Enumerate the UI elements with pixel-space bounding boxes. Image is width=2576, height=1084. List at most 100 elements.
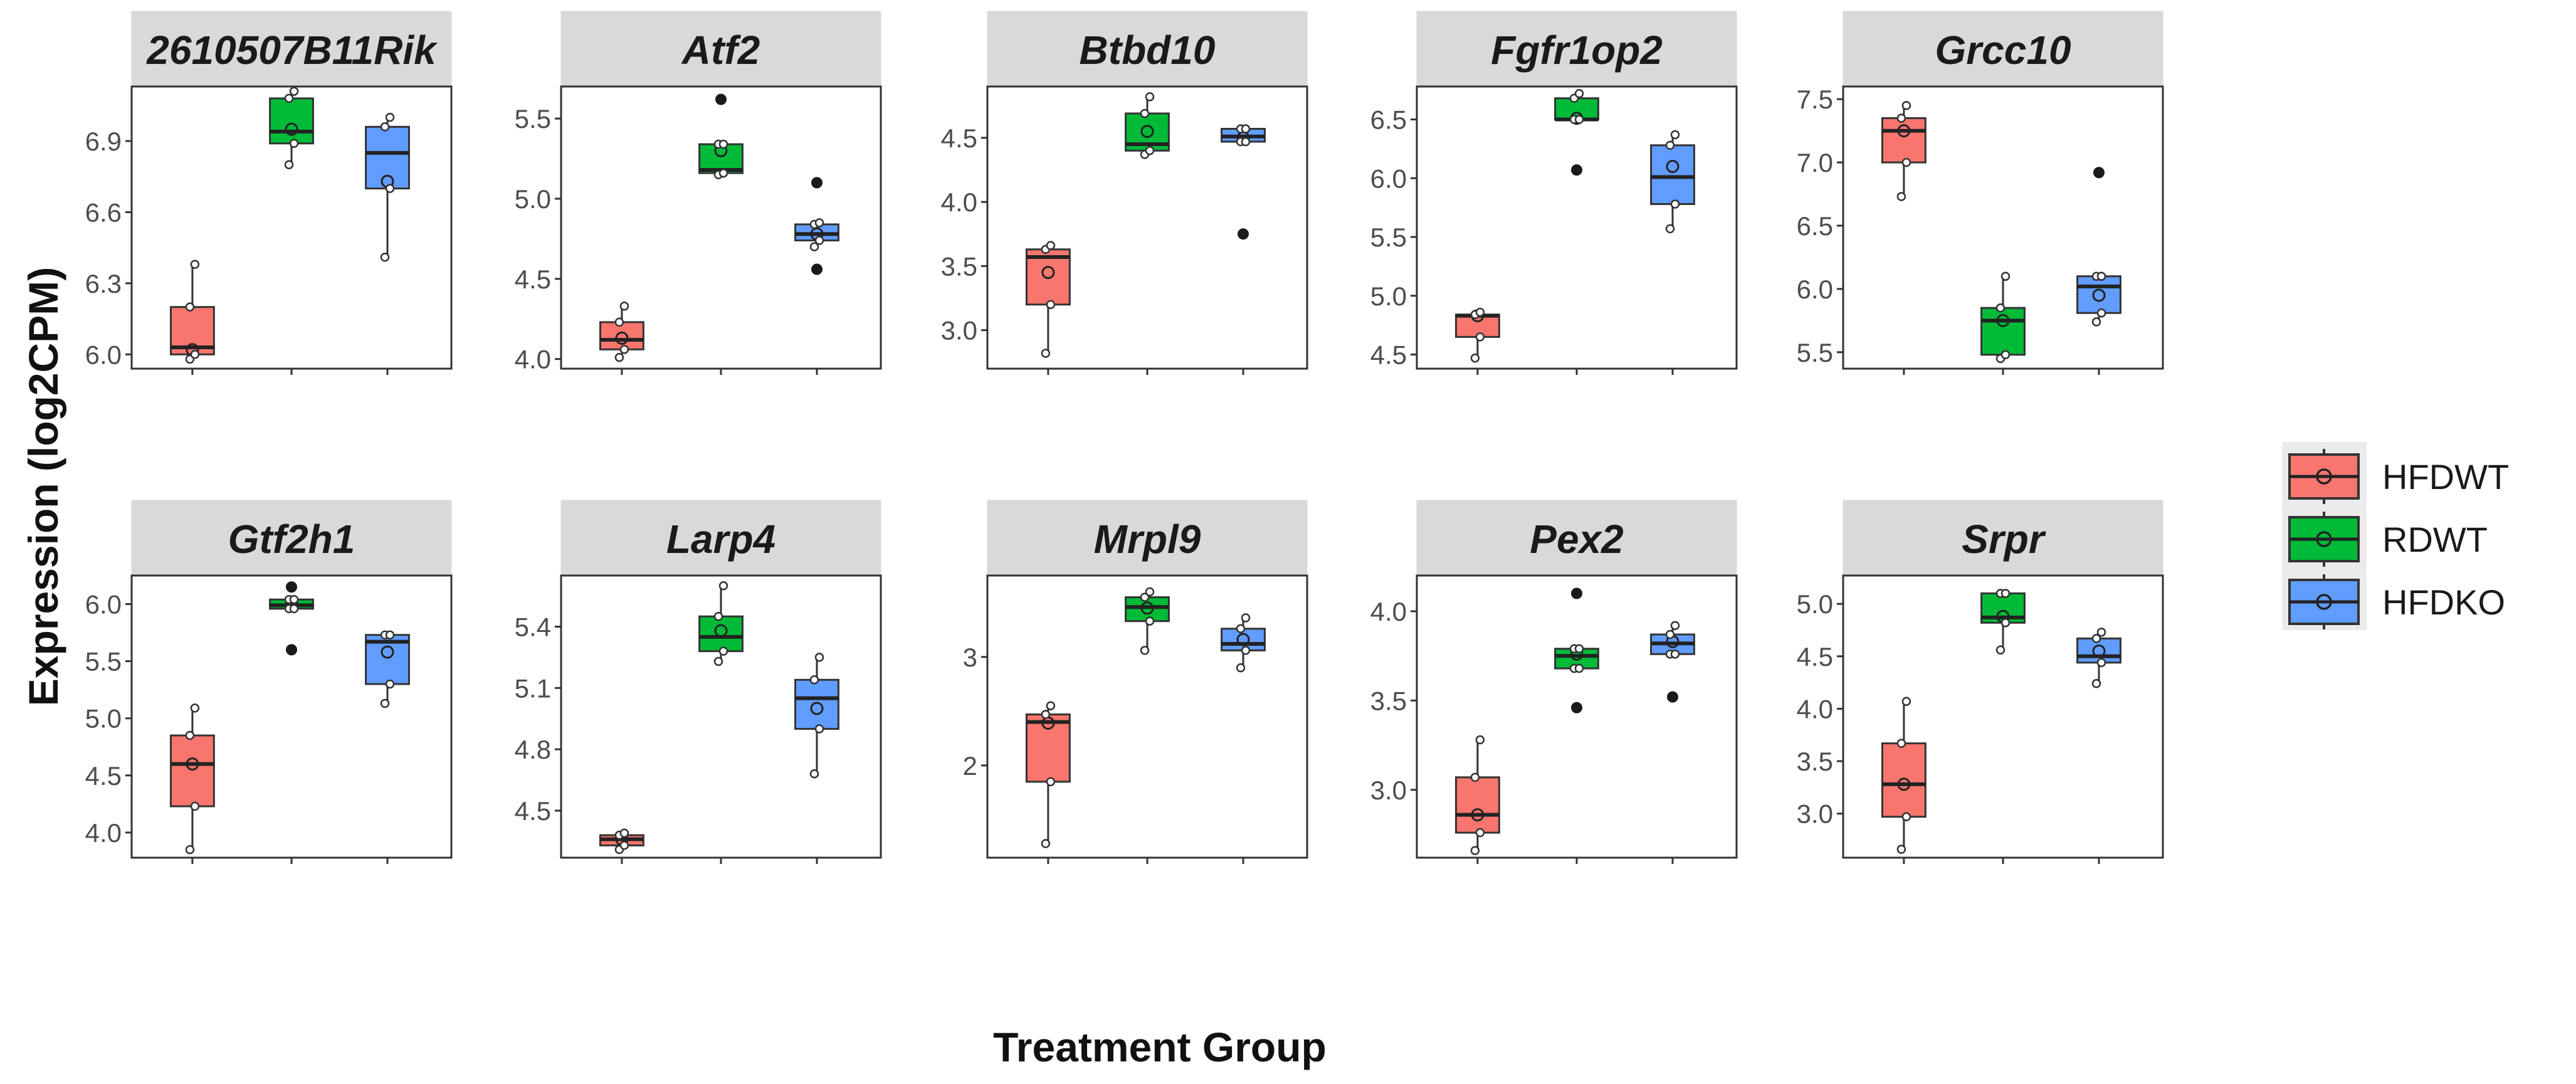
facet-strip [987, 11, 1308, 87]
box-RDWT [1980, 589, 2026, 655]
sample-point [809, 242, 819, 251]
facet-title: Mrpl9 [1094, 517, 1201, 562]
box-HFDKO [365, 112, 410, 262]
sample-point [1241, 124, 1251, 134]
sample-point [1670, 621, 1680, 630]
y-tick-label: 7.5 [1797, 85, 1833, 114]
sample-point [380, 698, 390, 708]
sample-point [185, 730, 195, 740]
sample-point [1046, 241, 1056, 250]
sample-point [809, 769, 819, 779]
box-HFDKO [1221, 613, 1266, 673]
y-tick-label: 5.5 [1370, 223, 1407, 252]
facet-title: Pex2 [1530, 517, 1623, 562]
outlier-point [1667, 691, 1678, 703]
y-tick-label: 3.0 [941, 316, 977, 345]
y-tick-label: 3.5 [941, 251, 977, 281]
sample-point [1041, 349, 1051, 358]
sample-point [1145, 92, 1155, 102]
sample-point [2000, 618, 2011, 628]
sample-point [1470, 846, 1480, 855]
y-tick-label: 7.0 [1797, 148, 1833, 177]
outlier-point [1571, 164, 1582, 176]
box-HFDKO [2076, 628, 2121, 688]
y-tick-label: 4.0 [941, 187, 977, 217]
sample-point [614, 352, 624, 362]
y-tick-label: 6.0 [85, 340, 122, 369]
facet-title: Larp4 [666, 517, 775, 562]
facet-panel-Larp4: Larp4 4.5 4.8 5.1 5.4 [515, 500, 882, 864]
sample-point [619, 841, 629, 850]
outlier-point [1571, 702, 1582, 713]
facet-title: Grcc10 [1935, 28, 2071, 73]
sample-point [385, 630, 395, 639]
sample-point [814, 724, 824, 734]
sample-point [1145, 146, 1155, 155]
sample-point [1475, 307, 1485, 317]
facet-panel-Pex2: Pex2 3.0 3.5 4.0 [1370, 500, 1738, 864]
sample-point [718, 646, 728, 656]
sample-point [1665, 140, 1675, 150]
mean-point [1140, 601, 1154, 615]
sample-point [814, 218, 824, 228]
sample-point [385, 184, 395, 193]
sample-point [1140, 646, 1150, 655]
box-HFDWT [169, 260, 215, 364]
y-tick-label: 4.0 [515, 345, 551, 374]
y-tick-label: 6.9 [85, 127, 122, 156]
sample-point [1470, 772, 1480, 782]
sample-point [1901, 101, 1911, 110]
box-HFDWT [599, 828, 644, 855]
box-HFDWT [169, 703, 215, 855]
sample-point [1475, 828, 1485, 838]
sample-point [190, 703, 200, 713]
box-iqr [698, 615, 744, 653]
sample-point [185, 302, 195, 312]
box-HFDWT [1025, 701, 1071, 848]
y-tick-label: 6.6 [85, 197, 122, 227]
y-tick-label: 4.8 [515, 735, 551, 764]
sample-point [718, 581, 728, 591]
sample-point [190, 801, 200, 811]
facet-strip [131, 11, 452, 87]
box-HFDKO [1650, 621, 1695, 703]
box-HFDWT [1881, 101, 1927, 201]
y-tick-label: 3.0 [1370, 776, 1407, 805]
box-RDWT [1125, 92, 1170, 159]
sample-point [1470, 353, 1480, 363]
facet-strip [987, 500, 1308, 576]
facet-panel-Atf2: Atf2 4.0 4.5 5.0 5.5 [515, 11, 882, 375]
sample-point [619, 828, 629, 838]
sample-point [1574, 663, 1584, 673]
y-tick-label: 4.5 [941, 124, 977, 153]
y-tick-label: 6.5 [1797, 211, 1833, 241]
outlier-point [811, 263, 823, 275]
sample-point [190, 350, 200, 359]
box-iqr [1881, 742, 1927, 818]
sample-point [380, 253, 390, 262]
box-HFDKO [794, 177, 839, 275]
legend-label: HFDKO [2382, 582, 2505, 622]
mean-point [1666, 160, 1680, 173]
box-HFDWT [1454, 735, 1500, 855]
mean-point [1041, 266, 1055, 280]
y-tick-label: 6.5 [1370, 105, 1407, 135]
sample-point [1896, 113, 1906, 123]
sample-point [1670, 199, 1680, 209]
sample-point [713, 656, 723, 666]
sample-point [2091, 679, 2101, 688]
mean-point [1996, 313, 2010, 327]
sample-point [1046, 300, 1056, 309]
legend-key-mean [2316, 531, 2332, 547]
legend: HFDWT RDWT HFDKO [2282, 442, 2509, 630]
facet-title: Fgfr1op2 [1491, 28, 1663, 73]
sample-point [809, 675, 819, 685]
mean-point [1236, 633, 1250, 646]
facet-panel-Srpr: Srpr 3.0 3.5 4.0 4.5 5.0 [1797, 500, 2164, 864]
sample-point [289, 595, 299, 604]
mean-point [2092, 644, 2106, 658]
sample-point [289, 87, 299, 96]
y-tick-label: 3.5 [1370, 686, 1407, 715]
legend-key-mean [2316, 468, 2332, 485]
